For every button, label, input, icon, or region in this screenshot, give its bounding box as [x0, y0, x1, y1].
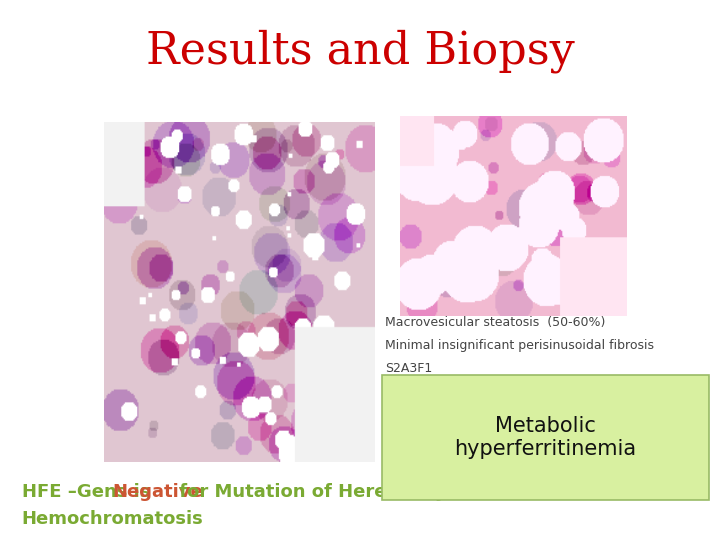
Text: Negative: Negative [112, 483, 203, 501]
Text: for Mutation of Hereditary: for Mutation of Hereditary [173, 483, 446, 501]
Text: Macrovesicular steatosis  (50-60%): Macrovesicular steatosis (50-60%) [385, 316, 606, 329]
Text: S2A3F1: S2A3F1 [385, 362, 433, 375]
Text: Hemochromatosis: Hemochromatosis [22, 510, 203, 528]
FancyBboxPatch shape [382, 375, 709, 500]
Text: Minimal insignificant perisinusoidal fibrosis: Minimal insignificant perisinusoidal fib… [385, 339, 654, 352]
Text: Results and Biopsy: Results and Biopsy [145, 30, 575, 73]
Text: Metabolic
hyperferritinemia: Metabolic hyperferritinemia [454, 416, 636, 459]
Text: HFE –Gens is: HFE –Gens is [22, 483, 156, 501]
